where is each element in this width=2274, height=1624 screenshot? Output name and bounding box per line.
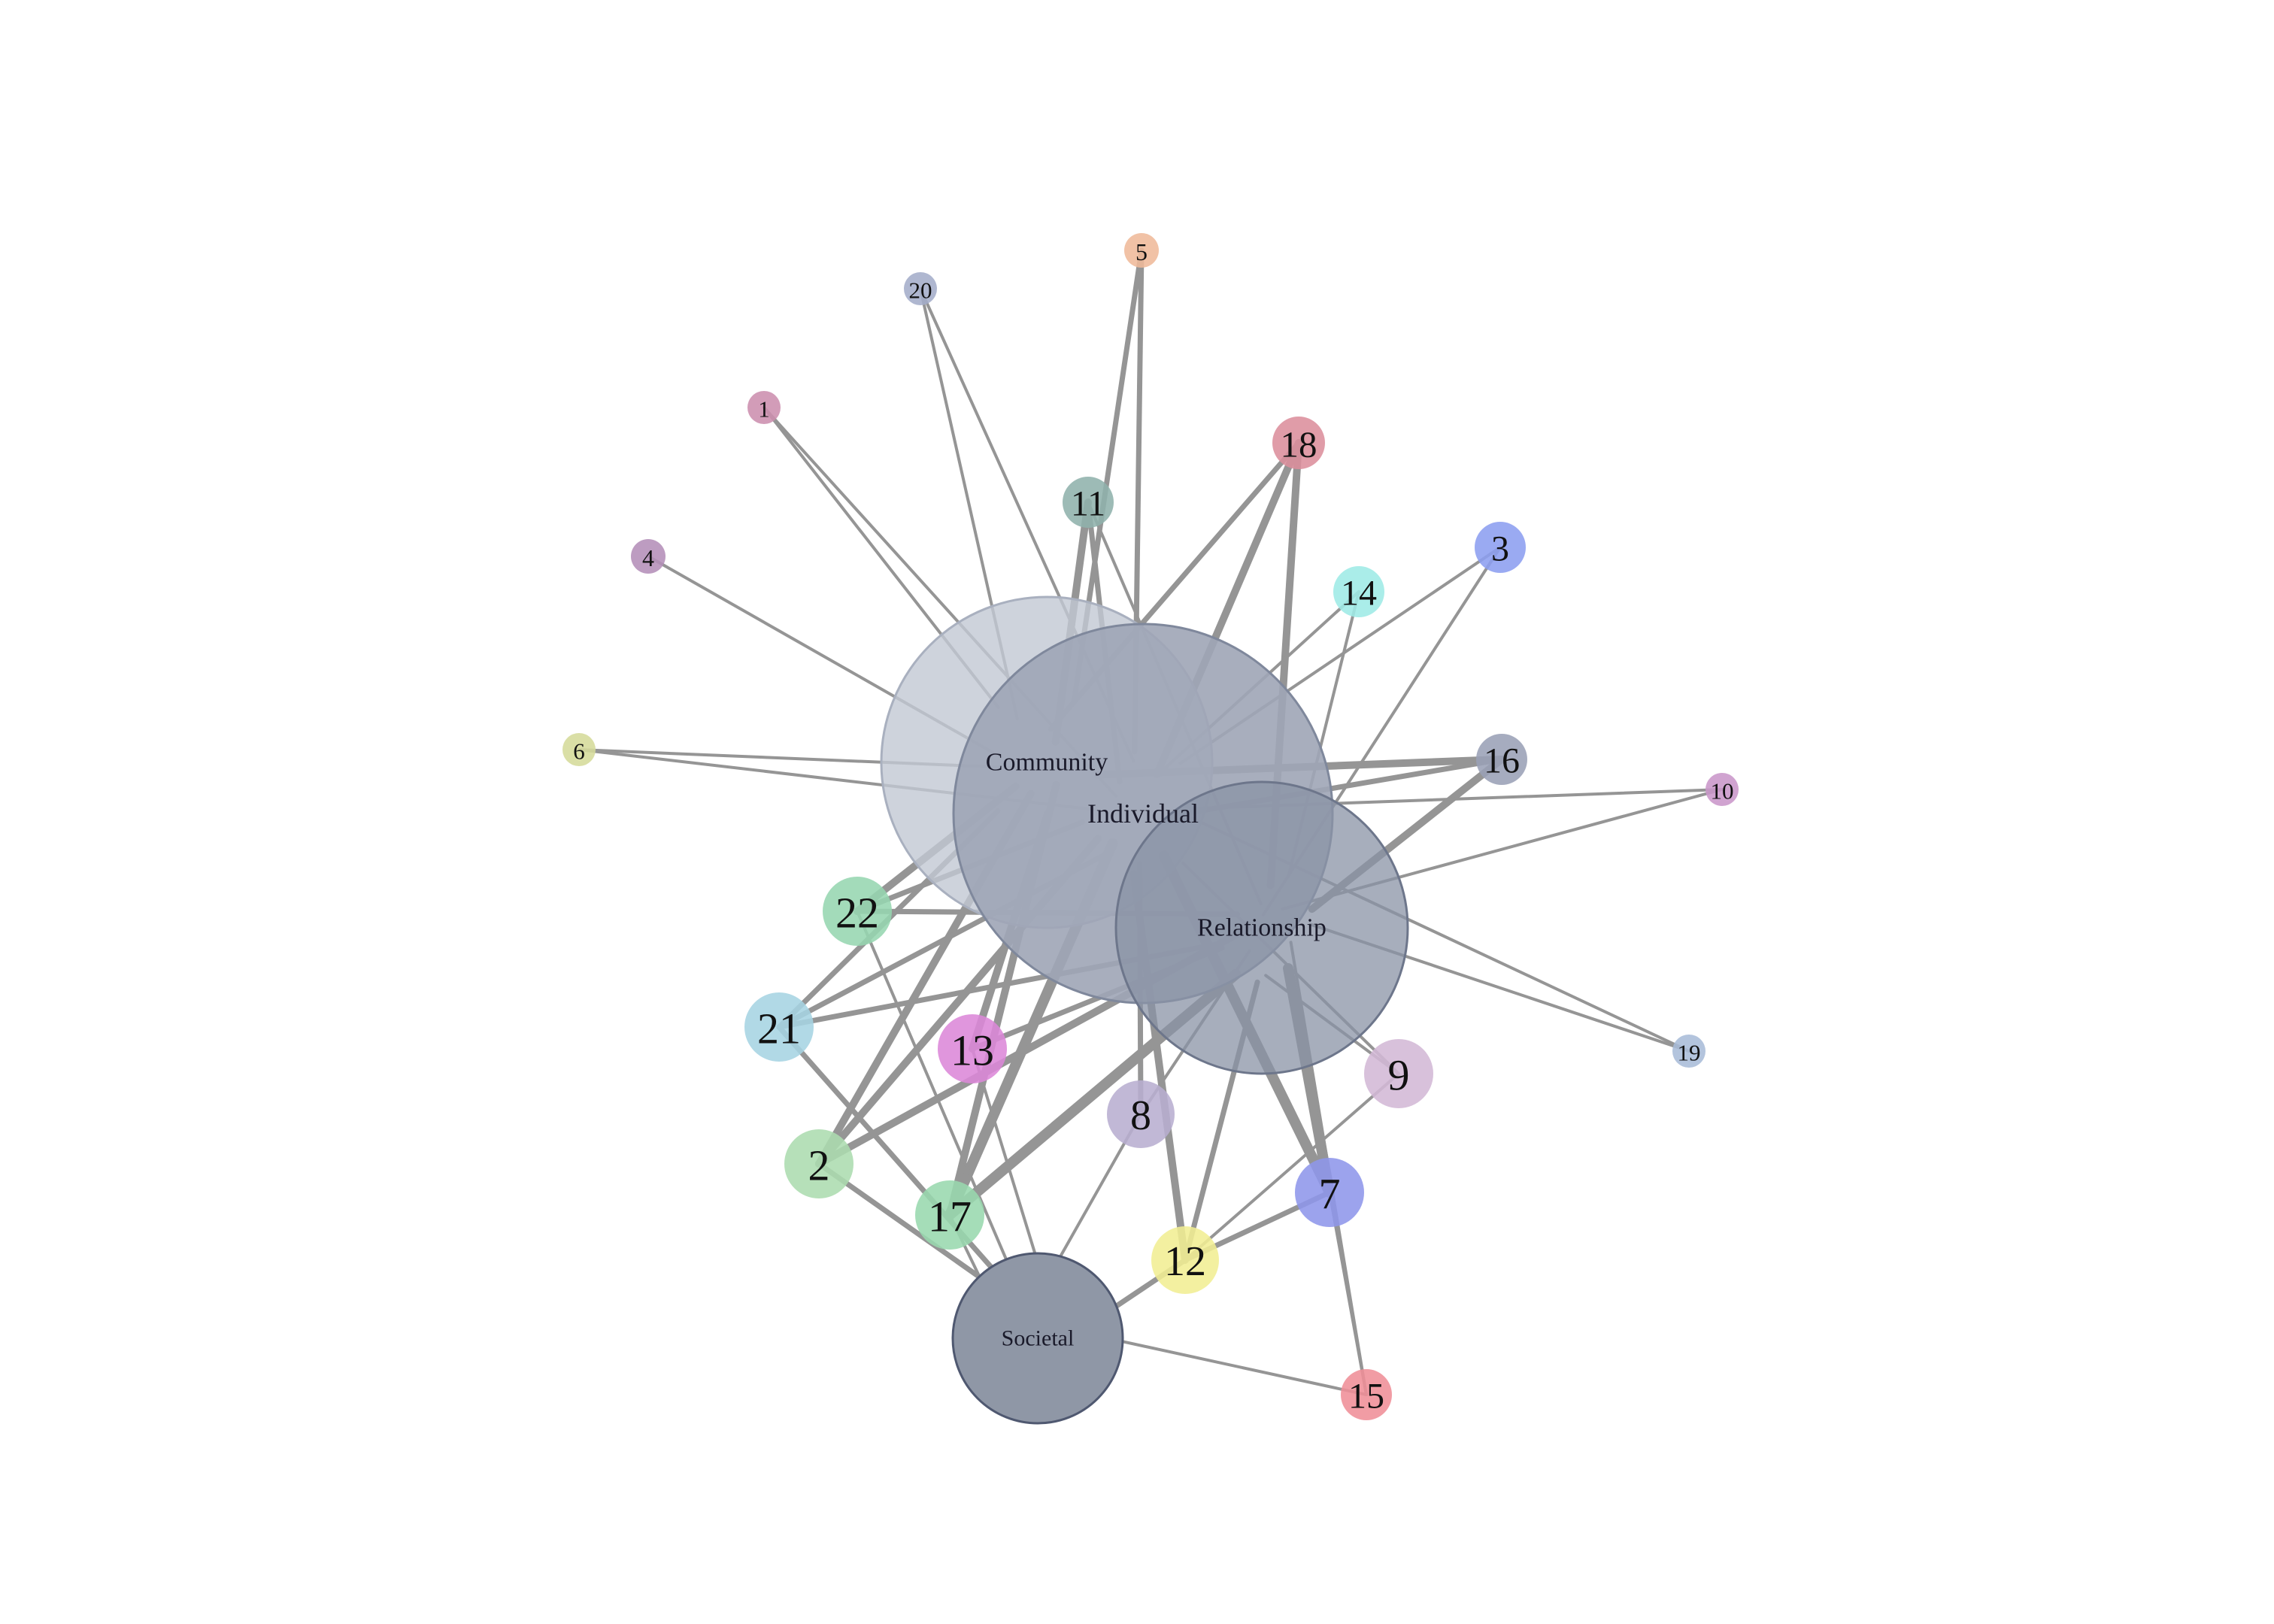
hub-relationship xyxy=(1114,780,1409,1075)
node-label-9: 9 xyxy=(1388,1051,1410,1100)
node-label-17: 17 xyxy=(928,1192,972,1241)
node-circle-10 xyxy=(1706,773,1739,806)
node-9: 9 xyxy=(1364,1039,1433,1108)
node-10: 10 xyxy=(1706,773,1739,806)
node-circle-8 xyxy=(1107,1080,1175,1148)
node-circle-20 xyxy=(904,272,937,305)
node-label-13: 13 xyxy=(951,1026,994,1075)
node-label-12: 12 xyxy=(1164,1238,1206,1285)
node-circle-3 xyxy=(1475,522,1526,573)
node-label-21: 21 xyxy=(757,1004,801,1053)
node-circle-15 xyxy=(1341,1369,1392,1420)
node-circle-18 xyxy=(1272,417,1325,469)
node-circle-13 xyxy=(938,1014,1007,1083)
node-label-5: 5 xyxy=(1135,238,1148,265)
node-label-4: 4 xyxy=(642,544,654,571)
hub-label-relationship: Relationship xyxy=(1197,914,1326,942)
node-circle-22 xyxy=(823,877,892,946)
node-circle-21 xyxy=(744,992,814,1062)
node-label-7: 7 xyxy=(1319,1170,1341,1219)
node-label-14: 14 xyxy=(1341,574,1377,614)
node-2: 2 xyxy=(784,1129,854,1198)
hub-circle-relationship xyxy=(1114,780,1409,1075)
node-8: 8 xyxy=(1107,1080,1175,1148)
hub-label-individual: Individual xyxy=(1087,798,1199,829)
node-label-15: 15 xyxy=(1348,1377,1384,1416)
node-4: 4 xyxy=(631,539,666,574)
node-17: 17 xyxy=(915,1180,984,1250)
edge-9-12 xyxy=(1184,1072,1400,1262)
node-18: 18 xyxy=(1272,417,1325,469)
node-circle-9 xyxy=(1364,1039,1433,1108)
node-circle-12 xyxy=(1151,1226,1219,1294)
node-label-1: 1 xyxy=(758,396,770,423)
node-1: 1 xyxy=(747,391,781,424)
node-circle-7 xyxy=(1295,1158,1364,1227)
hub-label-societal: Societal xyxy=(1002,1326,1075,1351)
node-circle-11 xyxy=(1063,477,1114,528)
hubs-layer: Community Individual Relationship Societal xyxy=(880,595,1409,1425)
node-label-6: 6 xyxy=(573,738,585,765)
node-20: 20 xyxy=(904,272,937,305)
node-circle-2 xyxy=(784,1129,854,1198)
node-22: 22 xyxy=(823,877,892,946)
node-label-22: 22 xyxy=(835,889,879,938)
node-label-2: 2 xyxy=(808,1141,830,1190)
node-circle-5 xyxy=(1124,233,1159,268)
node-12: 12 xyxy=(1151,1226,1219,1294)
node-6: 6 xyxy=(562,733,596,766)
hub-label-community: Community xyxy=(986,749,1108,777)
node-label-8: 8 xyxy=(1130,1092,1151,1139)
node-label-18: 18 xyxy=(1281,424,1317,465)
node-21: 21 xyxy=(744,992,814,1062)
node-3: 3 xyxy=(1475,522,1526,573)
node-circle-1 xyxy=(747,391,781,424)
node-circle-14 xyxy=(1333,566,1384,617)
node-label-20: 20 xyxy=(909,277,932,304)
node-label-19: 19 xyxy=(1678,1040,1701,1066)
node-circle-19 xyxy=(1672,1035,1706,1068)
node-13: 13 xyxy=(938,1014,1007,1083)
node-circle-16 xyxy=(1476,734,1527,785)
node-circle-17 xyxy=(915,1180,984,1250)
node-circle-6 xyxy=(562,733,596,766)
node-19: 19 xyxy=(1672,1035,1706,1068)
edge-22-societal xyxy=(856,910,1026,1303)
node-15: 15 xyxy=(1341,1369,1392,1420)
node-11: 11 xyxy=(1063,477,1114,528)
node-16: 16 xyxy=(1476,734,1527,785)
node-14: 14 xyxy=(1333,566,1384,617)
hub-societal xyxy=(951,1252,1124,1425)
node-label-11: 11 xyxy=(1071,484,1105,524)
node-label-16: 16 xyxy=(1484,741,1520,781)
hub-circle-societal xyxy=(951,1252,1124,1425)
node-5: 5 xyxy=(1124,233,1159,268)
node-label-10: 10 xyxy=(1711,778,1734,804)
node-7: 7 xyxy=(1295,1158,1364,1227)
node-circle-4 xyxy=(631,539,666,574)
node-label-3: 3 xyxy=(1491,529,1509,569)
